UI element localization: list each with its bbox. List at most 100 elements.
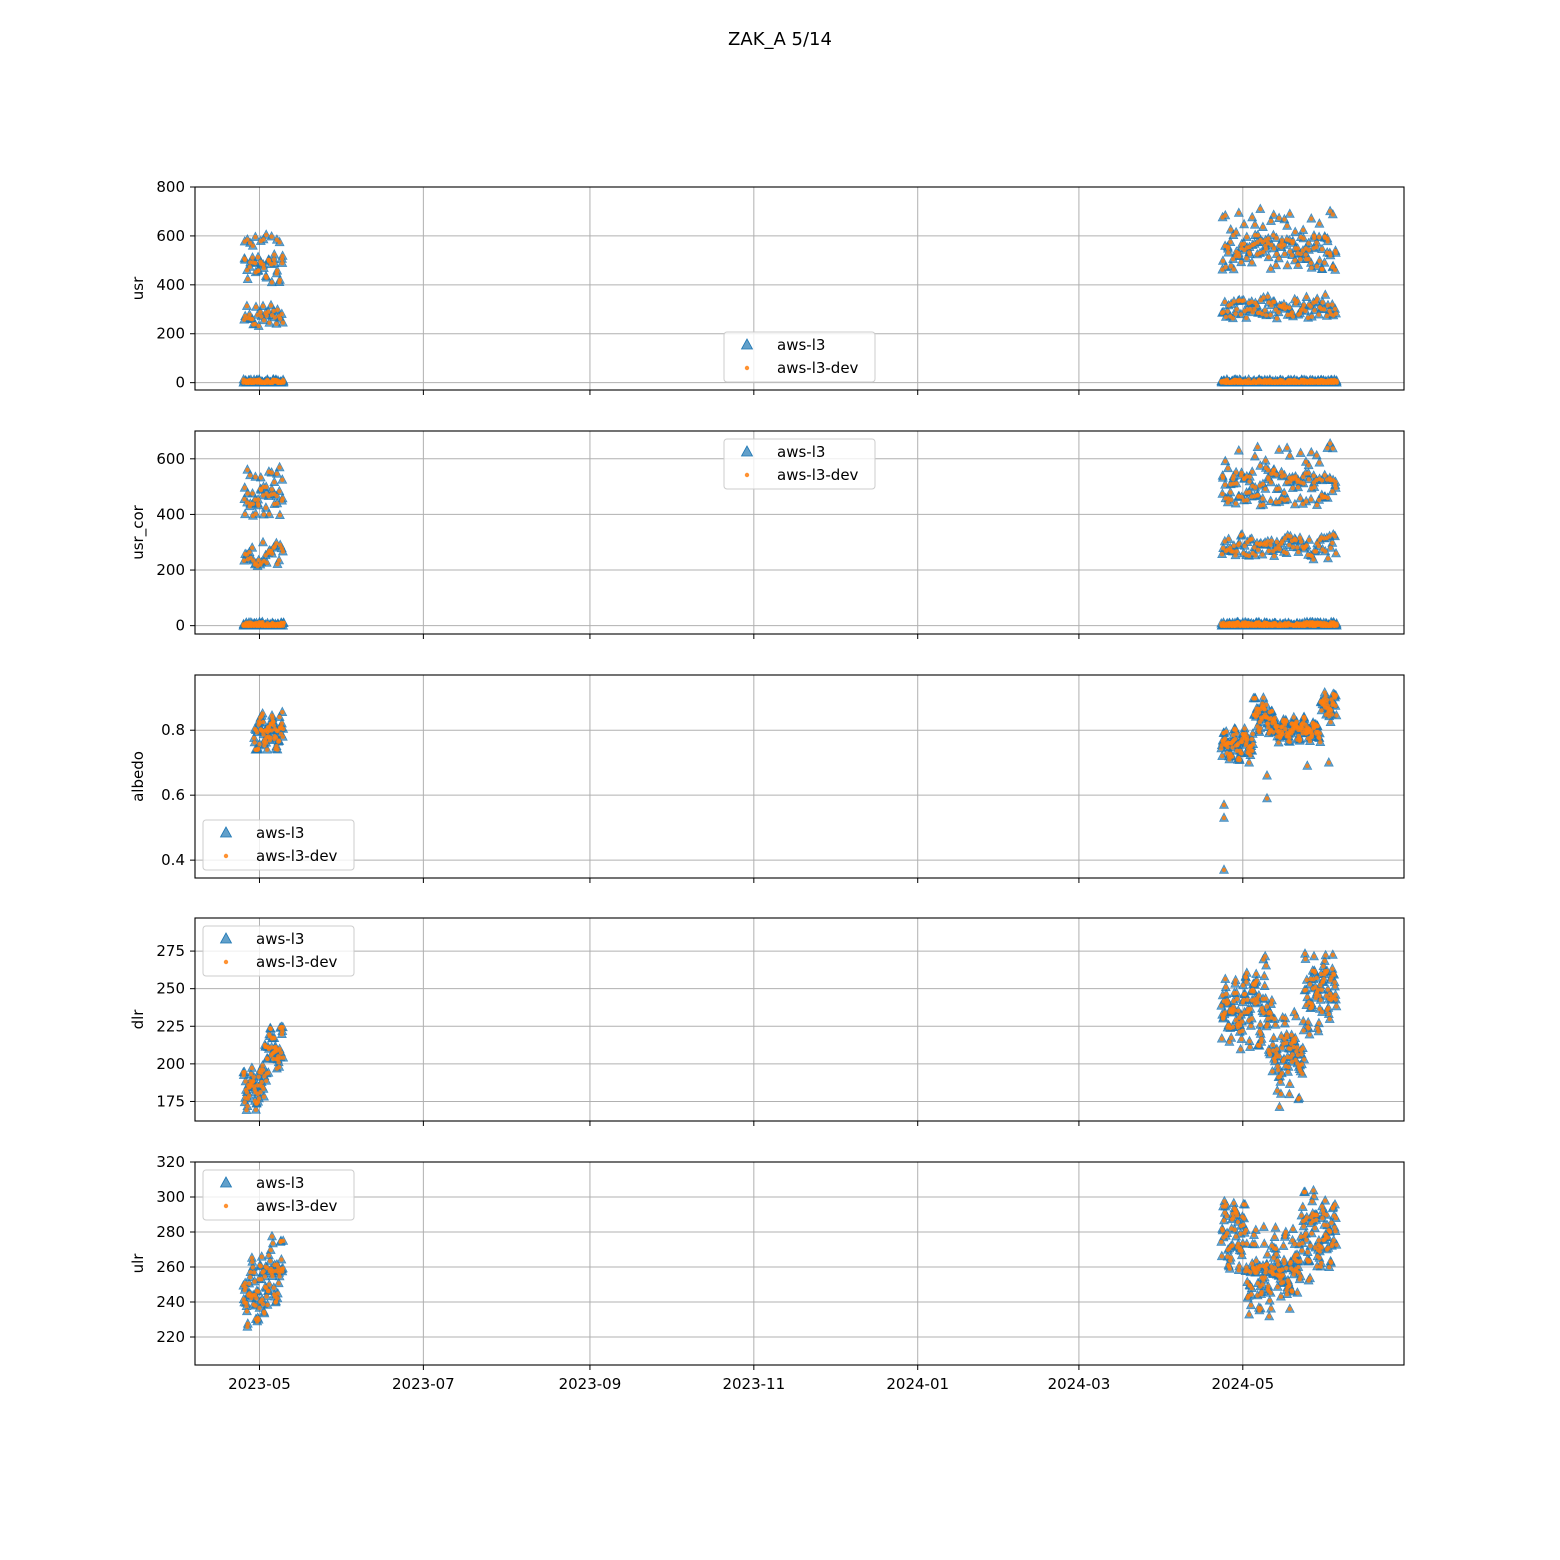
- aws-l3-dev-marker: [1333, 703, 1338, 709]
- aws-l3-dev-marker: [1284, 551, 1289, 556]
- aws-l3-dev-marker: [1297, 1259, 1303, 1264]
- aws-l3-dev-marker: [268, 303, 274, 308]
- aws-l3-dev-marker: [1241, 1216, 1247, 1221]
- x-tick-label: 2024-01: [886, 1375, 949, 1393]
- aws-l3-dev-marker: [1247, 307, 1253, 312]
- aws-l3-dev-marker: [1261, 1224, 1267, 1230]
- aws-l3-dev-marker: [1262, 707, 1267, 712]
- aws-l3-dev-marker: [1312, 970, 1318, 975]
- aws-l3-dev-marker: [269, 728, 274, 733]
- aws-l3-dev-marker: [1326, 1245, 1331, 1251]
- aws-l3-dev-marker: [1227, 1266, 1233, 1272]
- aws-l3-dev-marker: [1268, 1001, 1274, 1007]
- aws-l3-dev-marker: [270, 1241, 276, 1246]
- aws-l3-dev-marker: [264, 232, 269, 238]
- aws-l3-dev-marker: [1244, 979, 1249, 985]
- aws-l3-dev-marker: [268, 1258, 273, 1264]
- aws-l3-dev-marker: [1278, 1294, 1284, 1299]
- aws-l3-dev-marker: [1260, 1282, 1265, 1287]
- aws-l3-dev-marker: [1314, 240, 1319, 245]
- aws-l3-dev-marker: [1329, 1220, 1334, 1226]
- y-tick-label: 300: [156, 1188, 185, 1206]
- aws-l3-dev-marker: [270, 1274, 275, 1279]
- aws-l3-dev-marker: [1270, 1042, 1276, 1048]
- aws-l3-dev-marker: [277, 1274, 282, 1279]
- aws-l3-dev-marker: [261, 512, 266, 517]
- aws-l3-dev-marker: [281, 1055, 286, 1060]
- aws-l3-dev-marker: [1330, 1241, 1335, 1247]
- axes-frame: [194, 674, 1405, 879]
- aws-l3-dev-marker: [1273, 263, 1279, 268]
- aws-l3-dev-marker: [244, 1107, 249, 1113]
- aws-l3-dev-marker: [1221, 1218, 1227, 1223]
- aws-l3-dev-marker: [1283, 1016, 1288, 1021]
- aws-l3-dev-marker: [1331, 972, 1337, 977]
- aws-l3-dev-marker: [1264, 796, 1270, 801]
- aws-l3-dev-marker: [1324, 313, 1330, 319]
- aws-l3-dev-marker: [1326, 760, 1332, 765]
- aws-l3-dev-marker: [1253, 1227, 1259, 1233]
- aws-l3-dev-marker: [253, 1303, 258, 1308]
- aws-l3-dev-marker: [1220, 993, 1225, 998]
- aws-l3-dev-marker: [251, 1270, 257, 1275]
- aws-l3-dev-marker: [1271, 1272, 1276, 1277]
- aws-l3-dev-marker: [1233, 727, 1238, 732]
- aws-l3-dev-marker: [1319, 987, 1324, 992]
- aws-l3-dev-marker: [1330, 540, 1335, 546]
- aws-l3-dev-marker: [1226, 250, 1231, 255]
- aws-l3-dev-marker: [280, 1028, 285, 1034]
- aws-l3-dev-marker: [1281, 302, 1287, 307]
- aws-l3-dev-marker: [1324, 697, 1330, 703]
- aws-l3-dev-marker: [1240, 1028, 1245, 1034]
- aws-l3-dev-marker: [1229, 1035, 1234, 1041]
- aws-l3-dev-marker: [242, 1100, 247, 1105]
- aws-l3-dev-marker: [247, 473, 253, 478]
- aws-l3-dev-marker: [1252, 545, 1257, 550]
- aws-l3-dev-marker: [1308, 497, 1314, 502]
- aws-l3-dev-marker: [1265, 1022, 1270, 1027]
- aws-l3-dev-marker: [1221, 546, 1226, 551]
- aws-l3-dev-marker: [242, 317, 247, 322]
- aws-l3-dev-marker: [1236, 1242, 1241, 1247]
- y-tick-label: 200: [156, 561, 185, 579]
- aws-l3-dev-marker: [1294, 1252, 1300, 1258]
- panel-usr-cor: 0 200 400 600 usr_cor aws-l3 aws-l3-dev: [129, 430, 1405, 639]
- aws-l3-dev-marker: [1231, 299, 1237, 304]
- aws-l3-dev-marker: [1257, 729, 1262, 735]
- aws-l3-dev-marker: [1246, 760, 1252, 765]
- aws-l3-dev-marker: [1262, 1275, 1267, 1280]
- aws-l3-dev-marker: [277, 1064, 282, 1070]
- aws-l3-dev-marker: [1221, 802, 1227, 808]
- aws-l3-dev-marker: [1223, 976, 1228, 982]
- aws-l3-dev-marker: [1262, 984, 1267, 989]
- aws-l3-dev-marker: [1239, 1248, 1244, 1254]
- aws-l3-dev-marker: [260, 719, 266, 725]
- aws-l3-dev-marker: [1288, 534, 1293, 539]
- aws-l3-dev-marker: [1301, 1028, 1306, 1033]
- aws-l3-dev-marker: [1321, 976, 1327, 982]
- legend-aws-l3-dev-marker: [223, 853, 229, 859]
- aws-l3-dev-marker: [1224, 1213, 1229, 1219]
- aws-l3-dev-marker: [245, 491, 250, 496]
- aws-l3-dev-marker: [244, 1090, 250, 1095]
- aws-l3-dev-marker: [269, 234, 274, 239]
- aws-l3-dev-marker: [243, 1079, 248, 1084]
- aws-l3-dev-marker: [1255, 1293, 1260, 1298]
- aws-l3-dev-marker: [1328, 720, 1333, 725]
- panel-albedo: 0.4 0.6 0.8 albedo aws-l3 aws-l3-dev: [129, 674, 1405, 883]
- aws-l3-dev-marker: [1223, 213, 1228, 218]
- aws-l3-dev-marker: [1290, 314, 1296, 319]
- aws-l3-dev-marker: [272, 252, 277, 257]
- aws-l3-dev-marker: [1231, 1215, 1236, 1220]
- aws-l3-dev-marker: [1290, 1227, 1296, 1232]
- aws-l3-dev-marker: [1330, 489, 1335, 494]
- aws-l3-dev-marker: [1229, 754, 1235, 759]
- aws-l3-dev-marker: [259, 1079, 264, 1085]
- aws-l3-dev-marker: [1314, 453, 1319, 458]
- aws-l3-dev-marker: [1244, 315, 1249, 321]
- aws-l3-dev-marker: [1317, 731, 1323, 736]
- aws-l3-dev-marker: [1285, 1069, 1291, 1075]
- aws-l3-dev-marker: [275, 747, 280, 752]
- aws-l3-dev-marker: [1311, 473, 1316, 478]
- y-tick-label: 225: [156, 1017, 185, 1035]
